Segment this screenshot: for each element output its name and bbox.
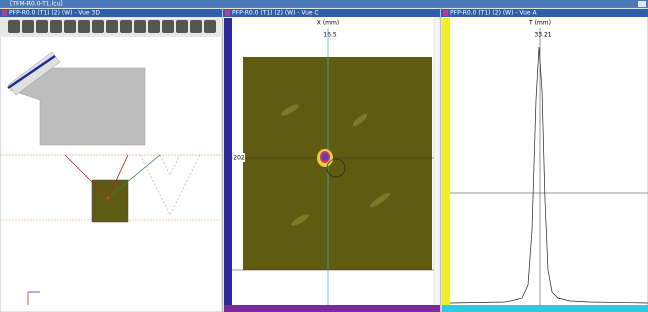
tool-button[interactable] xyxy=(148,20,160,33)
cursor-value: 33.21 xyxy=(534,32,551,39)
panel-title: PFP-R0.0 (T1) (2) (W) - Vue 3D xyxy=(9,10,100,17)
panel-icon xyxy=(2,10,7,16)
tool-button[interactable] xyxy=(64,20,76,33)
vertical-ruler xyxy=(442,18,450,312)
focal-point xyxy=(107,197,110,200)
panel-icon xyxy=(443,10,448,16)
window-title: [TFM-R0.0-T1.lcu] xyxy=(10,1,63,8)
vertical-ruler xyxy=(434,18,440,306)
tool-button[interactable] xyxy=(204,20,216,33)
window-title-bar xyxy=(0,0,648,8)
panel-icon xyxy=(225,10,230,16)
tool-button[interactable] xyxy=(134,20,146,33)
axis-label: X (mm) xyxy=(317,20,339,27)
panel-title: PFP-R0.0 (T1) (2) (W) - Vue C xyxy=(232,10,319,17)
tool-button[interactable] xyxy=(22,20,34,33)
tool-button[interactable] xyxy=(92,20,104,33)
horizontal-ruler xyxy=(442,305,648,312)
tool-button[interactable] xyxy=(176,20,188,33)
side-value: 202 xyxy=(233,155,245,162)
toolbar-buttons xyxy=(8,20,216,33)
c-scan-image xyxy=(243,57,432,270)
tool-button[interactable] xyxy=(8,20,20,33)
tool-button[interactable] xyxy=(106,20,118,33)
tool-button[interactable] xyxy=(120,20,132,33)
tool-button[interactable] xyxy=(78,20,90,33)
panel-a-scan xyxy=(441,8,648,312)
screen: [TFM-R0.0-T1.lcu] PFP-R0.0 (T1) (2) (W) … xyxy=(0,0,648,312)
panel-title: PFP-R0.0 (T1) (2) (W) - Vue A xyxy=(450,10,538,17)
vertical-ruler xyxy=(224,18,232,312)
indication-core xyxy=(322,154,328,161)
panel-3d xyxy=(0,8,222,312)
tool-button[interactable] xyxy=(36,20,48,33)
horizontal-ruler xyxy=(224,305,440,312)
tool-button[interactable] xyxy=(50,20,62,33)
axis-label: T (mm) xyxy=(528,20,551,27)
window-button[interactable] xyxy=(638,1,646,7)
tool-button[interactable] xyxy=(190,20,202,33)
cursor-value: 16.5 xyxy=(323,32,337,39)
tool-button[interactable] xyxy=(162,20,174,33)
